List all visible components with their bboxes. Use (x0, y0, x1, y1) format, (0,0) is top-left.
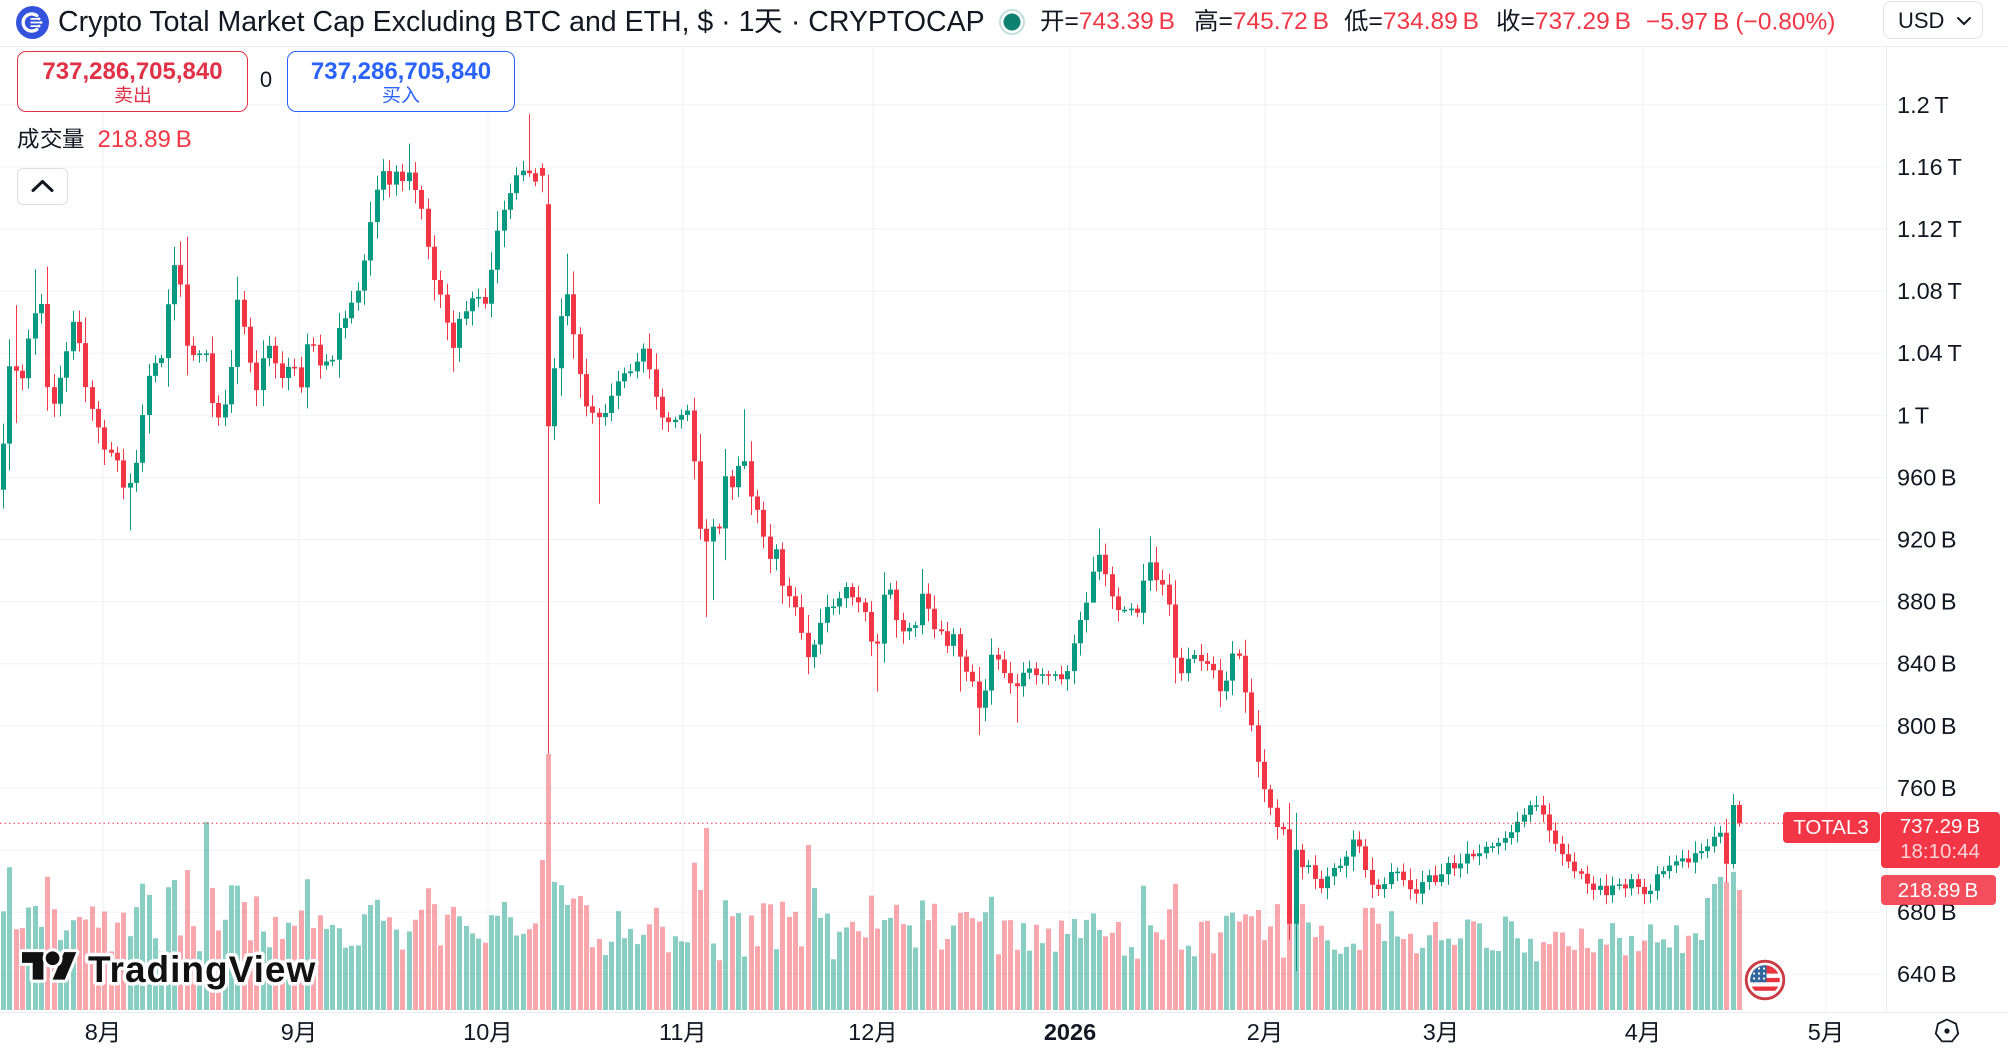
svg-text:TOTAL3: TOTAL3 (1793, 816, 1869, 839)
svg-text:1 T: 1 T (1897, 402, 1929, 428)
svg-text:TradingView: TradingView (88, 949, 316, 990)
svg-text:800 B: 800 B (1897, 713, 1957, 739)
svg-text:760 B: 760 B (1897, 775, 1957, 801)
svg-text:1.12 T: 1.12 T (1897, 216, 1962, 242)
svg-text:218.89 B: 218.89 B (1898, 879, 1978, 902)
svg-text:1.08 T: 1.08 T (1897, 278, 1962, 304)
svg-text:18:10:44: 18:10:44 (1900, 840, 1980, 863)
svg-text:737.29 B: 737.29 B (1900, 815, 1980, 838)
svg-text:640 B: 640 B (1897, 961, 1957, 987)
svg-text:1.16 T: 1.16 T (1897, 154, 1962, 180)
svg-text:960 B: 960 B (1897, 464, 1957, 490)
svg-text:880 B: 880 B (1897, 589, 1957, 615)
svg-text:840 B: 840 B (1897, 651, 1957, 677)
svg-text:920 B: 920 B (1897, 527, 1957, 553)
svg-text:1.2 T: 1.2 T (1897, 92, 1949, 118)
svg-text:1.04 T: 1.04 T (1897, 340, 1962, 366)
